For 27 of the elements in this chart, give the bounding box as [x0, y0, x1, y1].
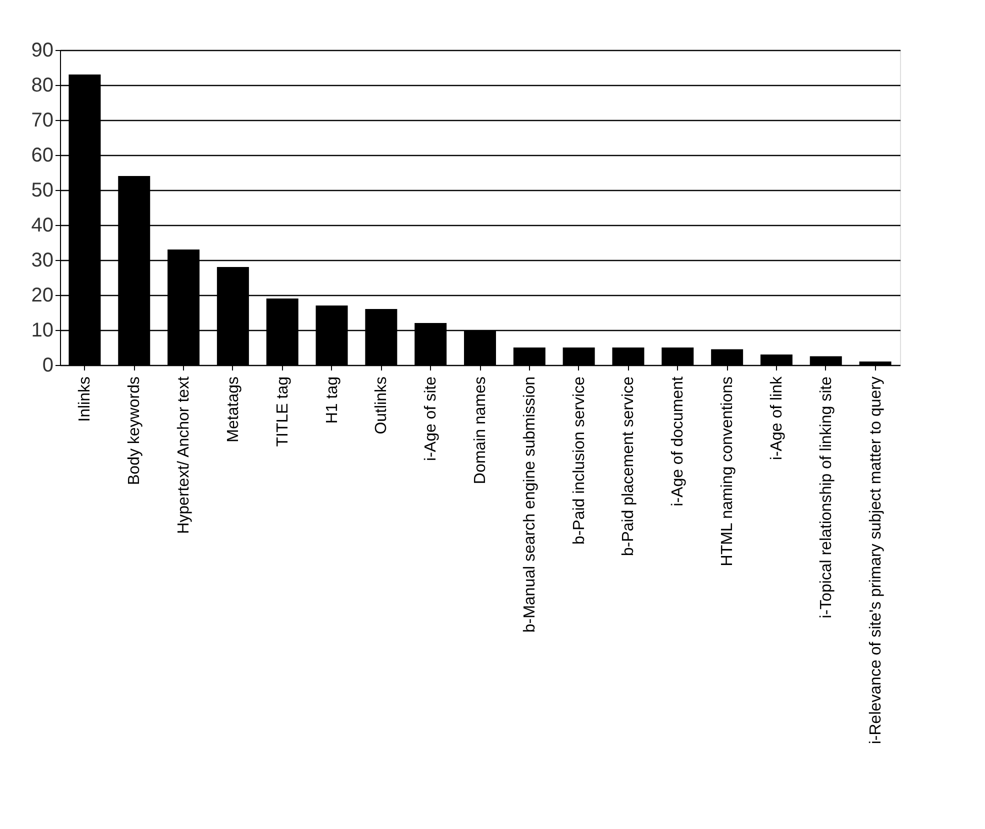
y-tick-label: 80	[31, 74, 54, 96]
x-tick-label: Body keywords	[126, 376, 144, 485]
x-tick-label: Inlinks	[76, 376, 94, 422]
x-tick-label: b-Manual search engine submission	[521, 376, 538, 633]
y-tick-label: 30	[31, 250, 54, 272]
y-tick-label: 40	[31, 214, 54, 236]
x-tick-label: i-Topical relationship of linking site	[818, 376, 835, 618]
x-tick-label: i-Relevance of site's primary subject matter to query	[867, 376, 884, 744]
x-tick-label: i-Age of document	[670, 376, 687, 506]
x-tick-label: Metatags	[224, 376, 242, 442]
x-tick-label: H1 tag	[324, 376, 341, 424]
x-tick-label: b-Paid placement service	[620, 376, 638, 556]
x-tick-label: b-Paid inclusion service	[570, 376, 588, 545]
y-tick-label: 90	[31, 40, 54, 62]
y-tick-label: 0	[42, 354, 54, 376]
x-tick-label: HTML naming conventions	[719, 376, 736, 566]
y-tick-label: 10	[31, 320, 54, 342]
x-tick-label: TITLE tag	[274, 376, 292, 447]
x-tick-label: Hypertext/ Anchor text	[176, 376, 193, 534]
y-tick-label: 70	[31, 110, 54, 132]
x-tick-label: i-Age of link	[768, 376, 786, 460]
y-tick-label: 20	[31, 284, 54, 306]
x-tick-label: Outlinks	[373, 376, 390, 434]
x-tick-label: i-Age of site	[422, 376, 440, 461]
x-tick-label: Domain names	[472, 376, 489, 484]
y-tick-label: 50	[31, 180, 54, 202]
y-tick-label: 60	[31, 144, 54, 166]
